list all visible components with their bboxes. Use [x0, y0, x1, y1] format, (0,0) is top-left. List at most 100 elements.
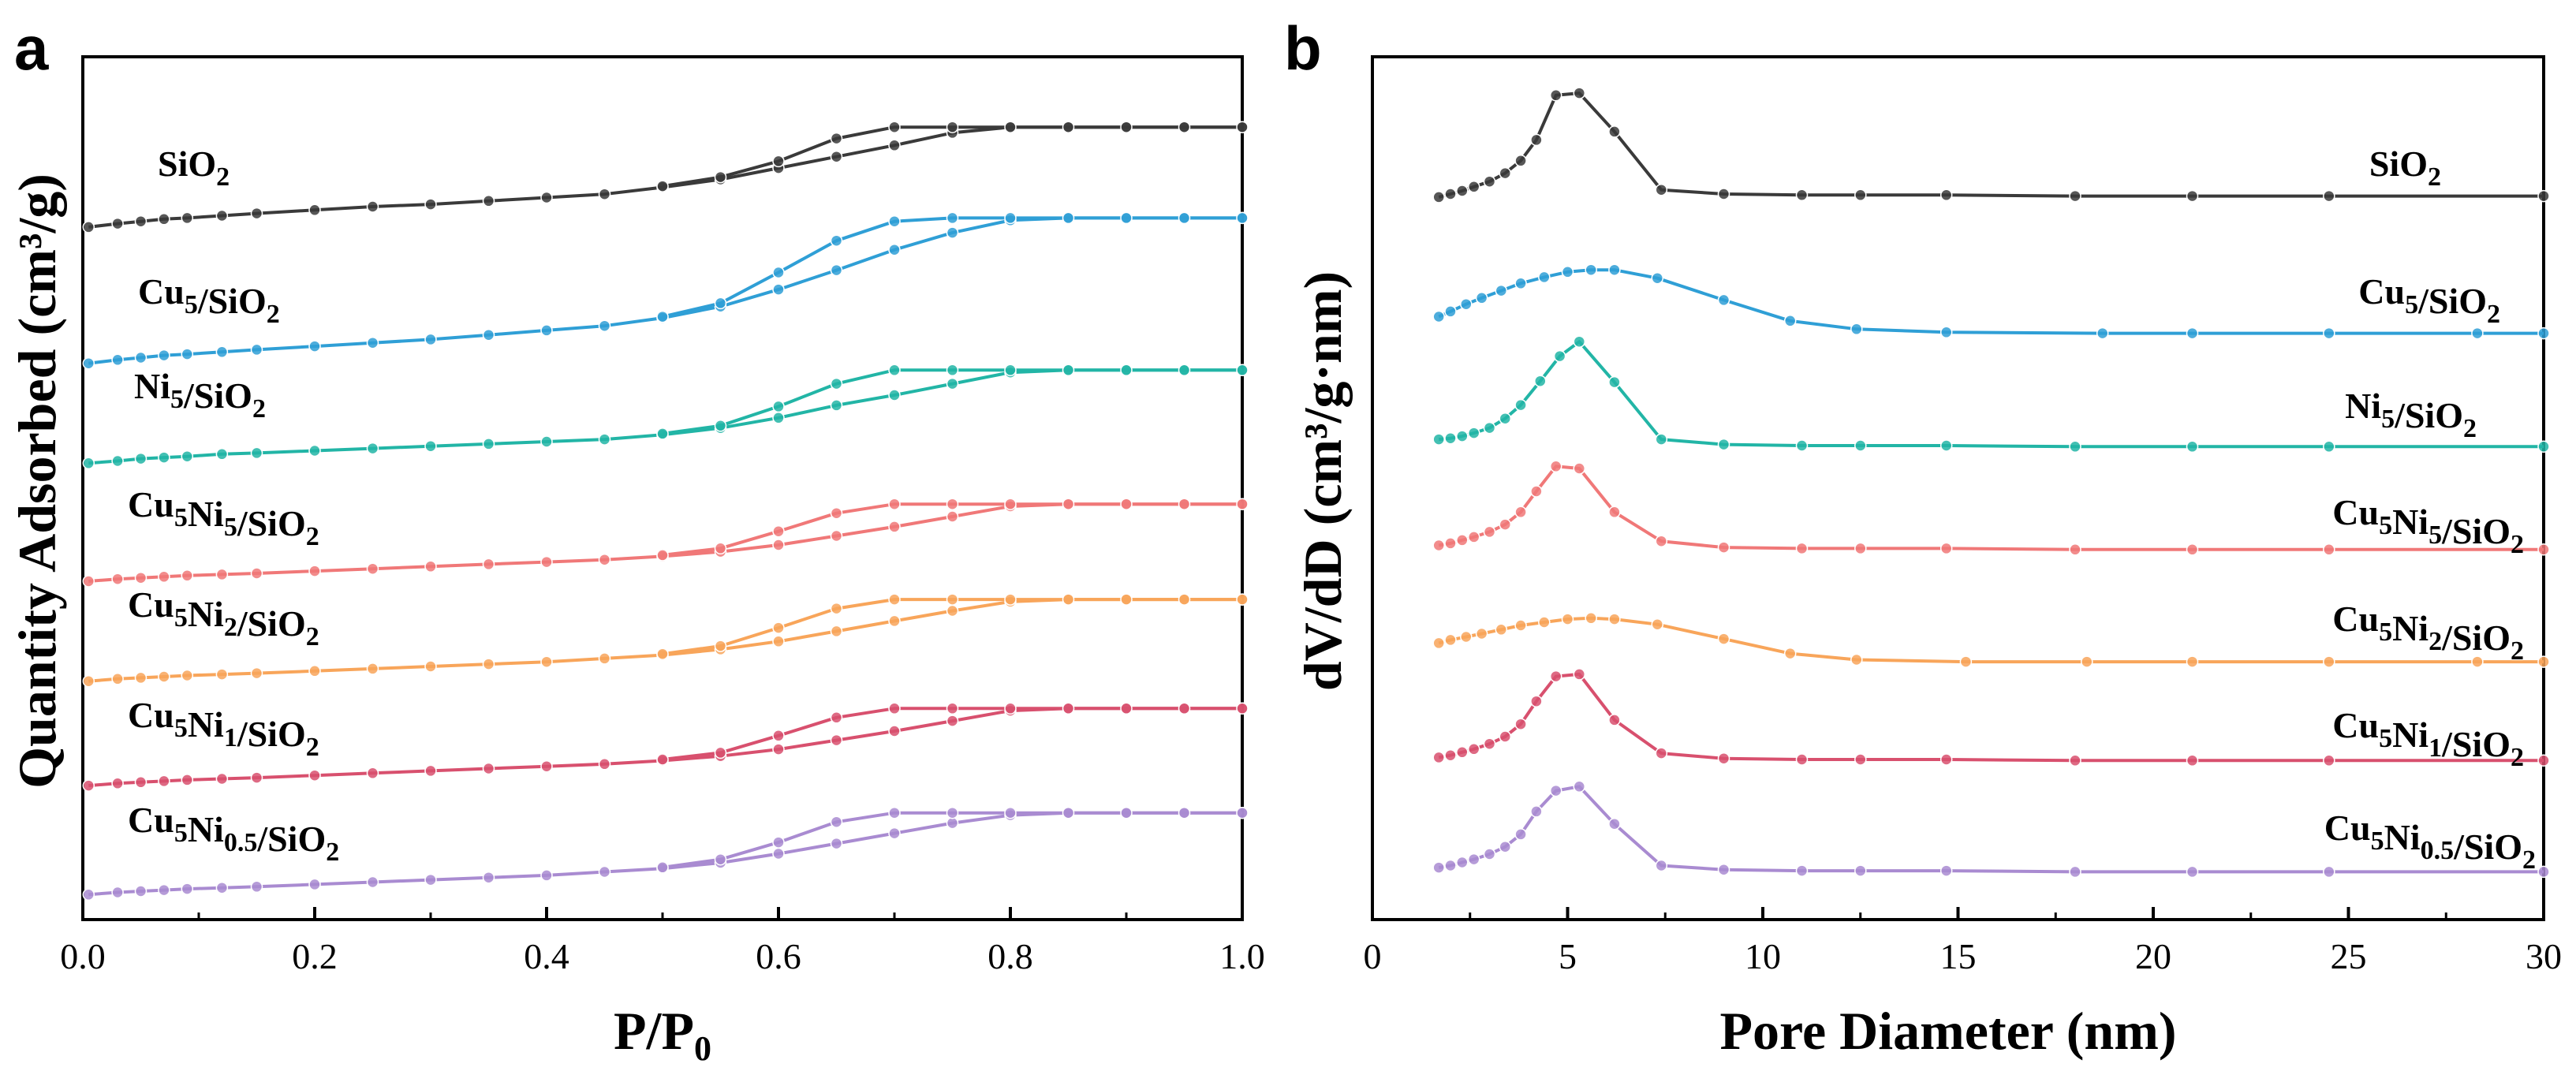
- distribution-point: [1608, 125, 1621, 138]
- desorption-point: [1004, 121, 1017, 133]
- desorption-point: [830, 506, 843, 520]
- distribution-point: [2081, 655, 2093, 668]
- adsorption-point: [830, 733, 843, 747]
- desorption-point: [656, 753, 669, 766]
- distribution-point: [2069, 440, 2081, 453]
- distribution-point: [1534, 375, 1547, 387]
- plot-a-xlabel-base: P/P: [614, 1001, 694, 1061]
- distribution-point: [1432, 191, 1445, 203]
- distribution-point: [1795, 864, 1809, 877]
- adsorption-point: [888, 725, 901, 737]
- adsorption-point: [134, 776, 147, 789]
- distribution-point: [1795, 188, 1809, 202]
- distribution-point: [2537, 754, 2550, 767]
- distribution-point: [1573, 335, 1586, 348]
- adsorption-point: [82, 457, 95, 470]
- distribution-point: [1549, 784, 1562, 797]
- desorption-point: [1120, 702, 1133, 715]
- distribution-point: [1939, 326, 1953, 339]
- series-label-5: Cu5Ni1/SiO2: [128, 695, 319, 762]
- distribution-point: [1608, 613, 1621, 625]
- desorption-point: [1236, 364, 1249, 377]
- adsorption-point: [946, 226, 959, 239]
- desorption-point: [1004, 593, 1017, 606]
- adsorption-point: [772, 412, 785, 424]
- adsorption-point: [424, 873, 437, 886]
- adsorption-point: [482, 438, 495, 450]
- adsorption-point: [215, 568, 229, 581]
- desorption-point: [1062, 121, 1075, 133]
- series-6: [1432, 780, 2550, 879]
- distribution-point: [1959, 655, 1973, 668]
- distribution-point: [1514, 398, 1527, 412]
- distribution-point: [1850, 653, 1863, 666]
- distribution-point: [1456, 746, 1469, 759]
- plot-a-labels: SiO2 Cu5/SiO2 Ni5/SiO2 Cu5Ni5/SiO2 Cu5Ni2/Si…: [128, 144, 339, 867]
- distribution-point: [2537, 865, 2550, 879]
- distribution-point: [1460, 630, 1473, 644]
- adsorption-point: [181, 450, 194, 463]
- distribution-point: [1467, 743, 1480, 756]
- distribution-point: [2186, 865, 2199, 879]
- distribution-point: [1655, 747, 1668, 759]
- x-tick-label: 0.4: [524, 936, 569, 976]
- desorption-point: [1236, 121, 1249, 133]
- plot-b-xlabel: Pore Diameter (nm): [1719, 1001, 2176, 1061]
- distribution-point: [1467, 853, 1480, 866]
- desorption-point: [1178, 364, 1191, 377]
- adsorption-point: [134, 452, 147, 465]
- series-label-1: Cu5/SiO2: [2358, 271, 2500, 329]
- desorption-point: [1178, 702, 1191, 715]
- adsorption-point: [215, 345, 229, 359]
- desorption-point: [1120, 364, 1133, 377]
- distribution-point: [1795, 753, 1809, 766]
- desorption-point: [830, 815, 843, 828]
- distribution-point: [1549, 460, 1562, 473]
- desorption-point: [656, 647, 669, 660]
- desorption-point: [714, 170, 727, 184]
- distribution-point: [2537, 189, 2550, 203]
- distribution-point: [1514, 718, 1527, 730]
- desorption-point: [714, 746, 727, 759]
- distribution-point: [1573, 462, 1586, 475]
- adsorption-point: [82, 888, 95, 901]
- x-tick-label: 1.0: [1219, 936, 1265, 976]
- distribution-point: [2069, 543, 2081, 556]
- distribution-point: [1432, 539, 1445, 552]
- adsorption-point: [134, 351, 147, 364]
- desorption-point: [830, 234, 843, 247]
- distribution-point: [1530, 695, 1543, 707]
- adsorption-point: [830, 263, 843, 277]
- desorption-point: [888, 702, 901, 715]
- desorption-point: [1178, 121, 1191, 133]
- adsorption-point: [250, 666, 263, 680]
- desorption-point: [1178, 593, 1191, 606]
- adsorption-point: [134, 885, 147, 898]
- distribution-point: [2537, 655, 2550, 668]
- desorption-point: [1236, 498, 1249, 510]
- distribution-point: [1467, 427, 1480, 439]
- x-tick-label: 0.8: [987, 936, 1033, 976]
- desorption-point: [946, 211, 959, 225]
- desorption-point: [946, 121, 959, 133]
- desorption-point: [888, 215, 901, 228]
- distribution-point: [1530, 485, 1543, 498]
- desorption-point: [946, 702, 959, 715]
- series-label-5: Cu5Ni1/SiO2: [2332, 705, 2524, 772]
- desorption-point: [1004, 702, 1017, 715]
- adsorption-point: [888, 827, 901, 840]
- desorption-point: [1062, 806, 1075, 819]
- desorption-point: [1178, 211, 1191, 225]
- distribution-point: [2323, 543, 2335, 556]
- distribution-point: [1475, 627, 1488, 640]
- adsorption-point: [424, 660, 437, 673]
- distribution-point: [1573, 87, 1586, 99]
- desorption-point: [772, 836, 785, 849]
- desorption-point: [714, 420, 727, 432]
- adsorption-point: [482, 195, 495, 207]
- adsorption-point: [830, 150, 843, 163]
- distribution-point: [1717, 293, 1730, 307]
- adsorption-point: [598, 433, 611, 446]
- distribution-point: [2323, 655, 2335, 668]
- adsorption-point: [181, 669, 194, 682]
